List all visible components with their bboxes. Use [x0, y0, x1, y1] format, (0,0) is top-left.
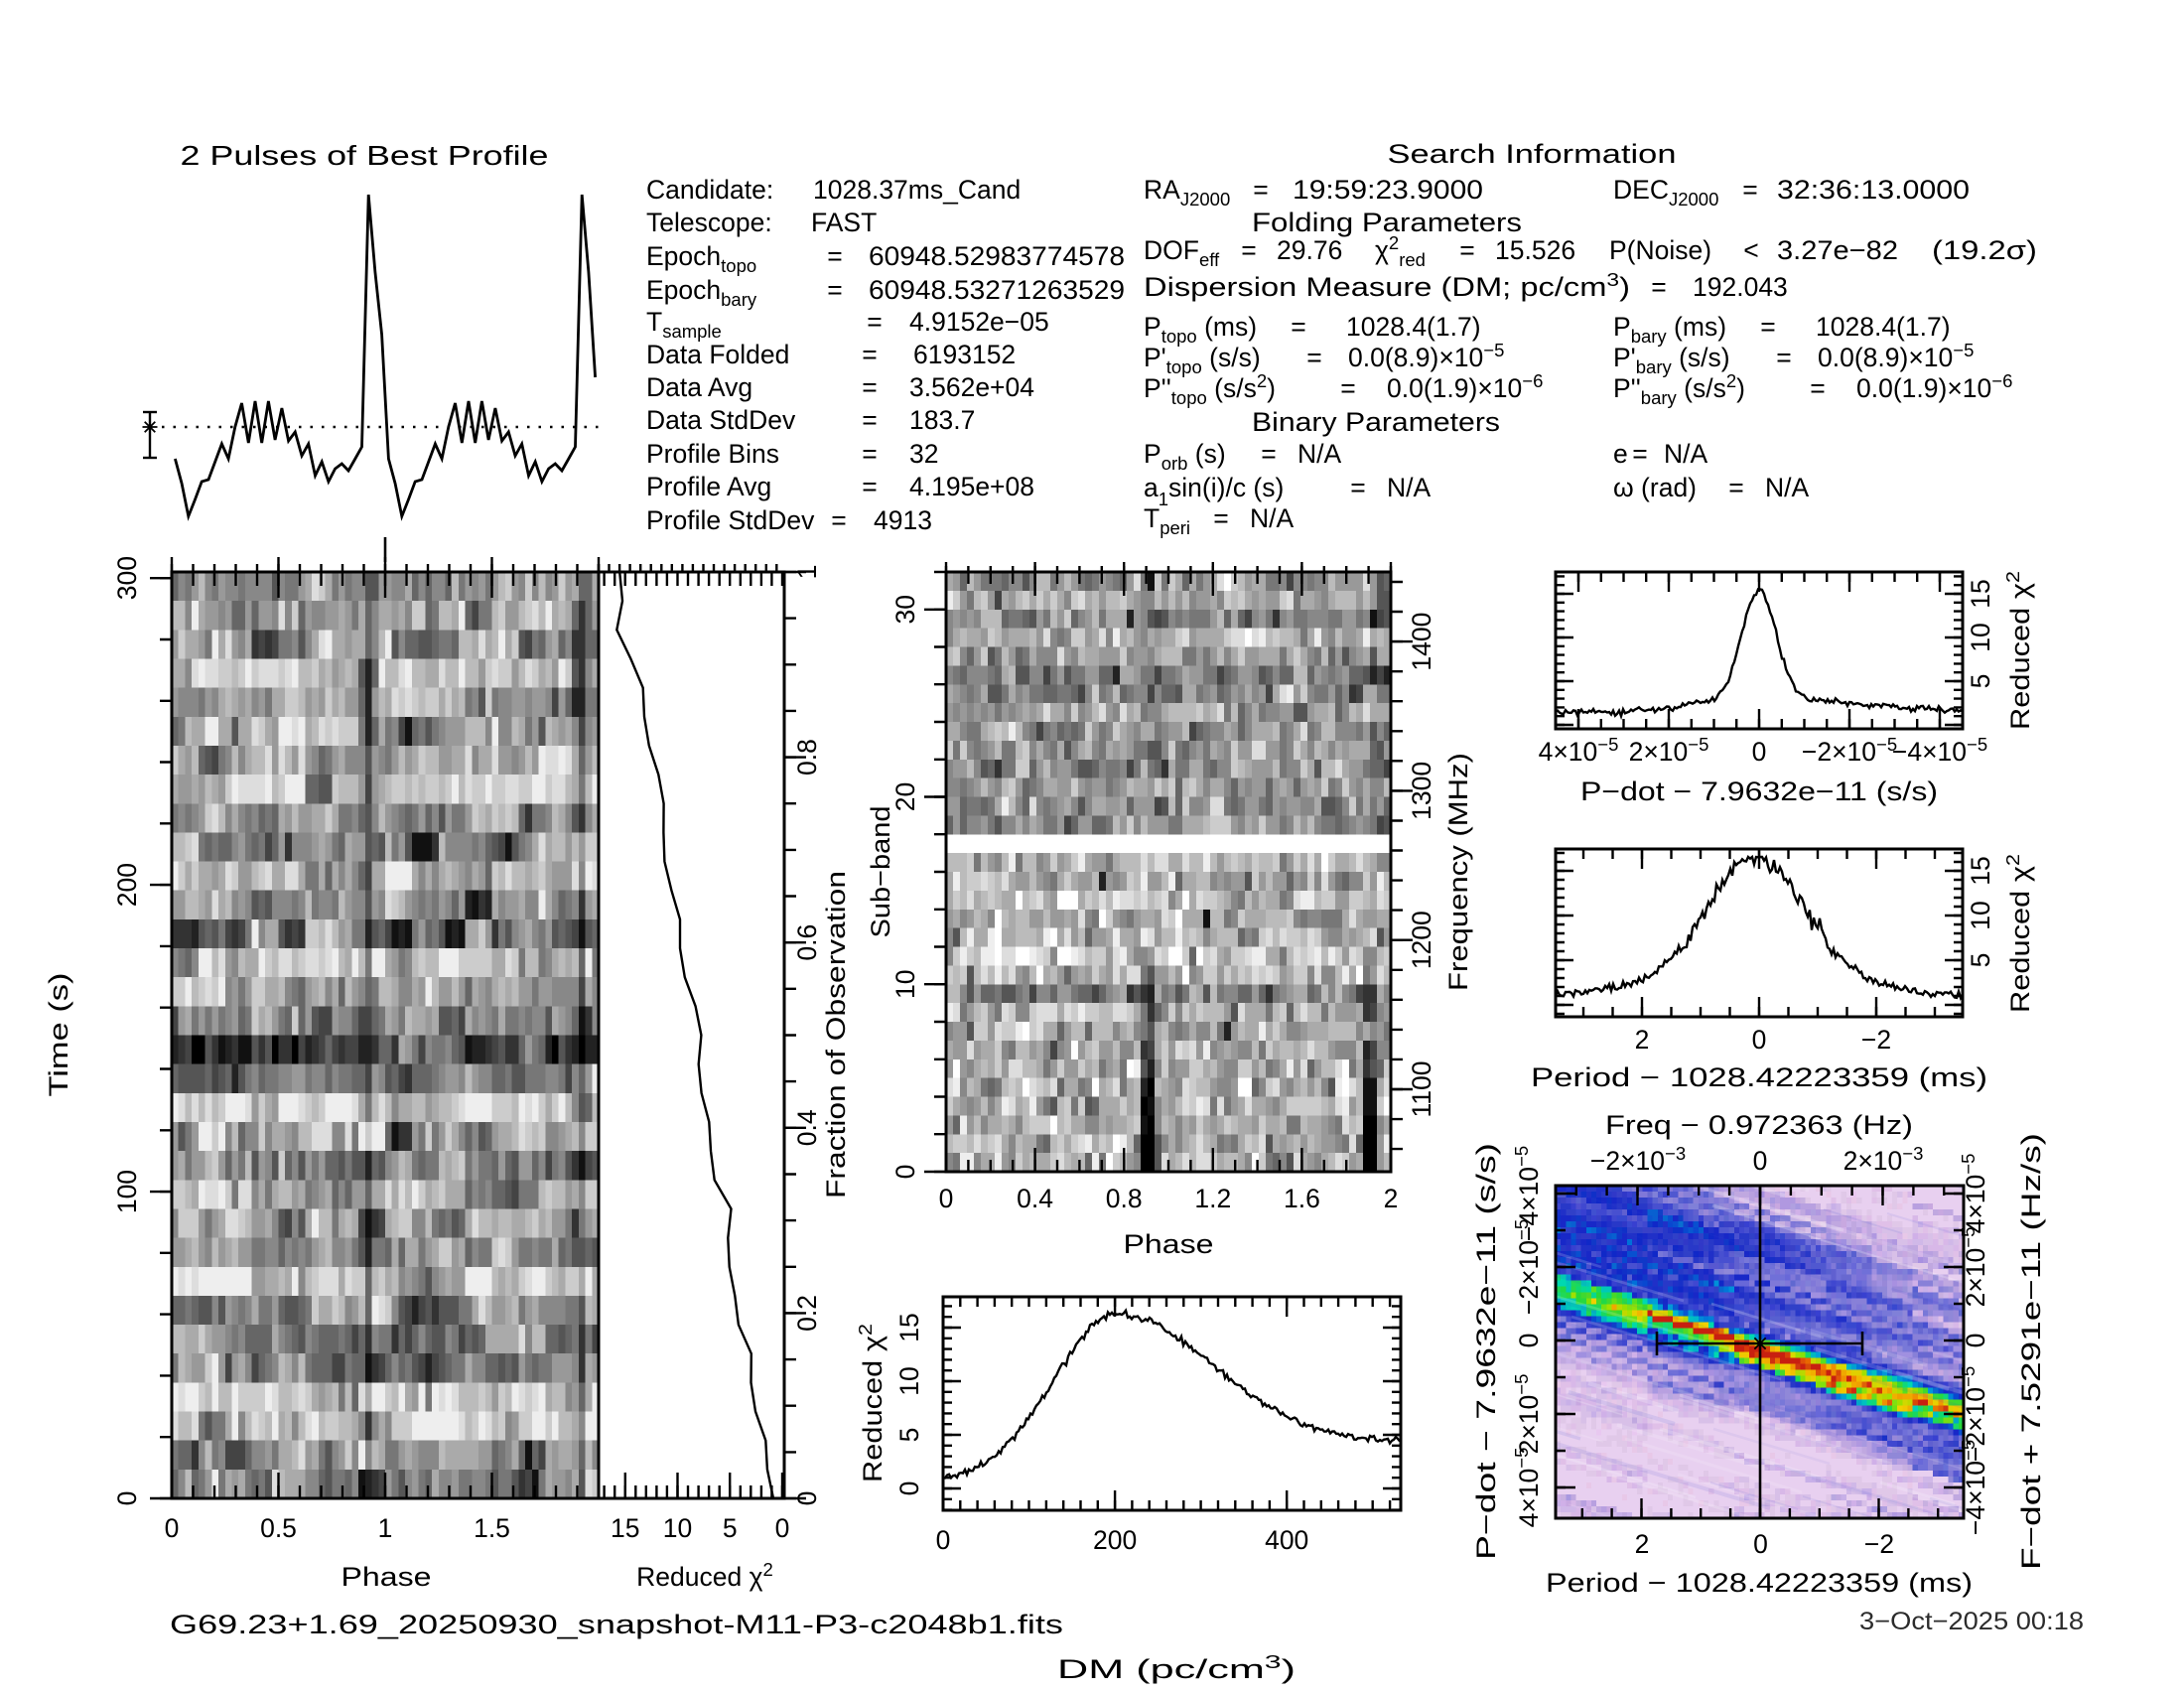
svg-text:Reduced χ2: Reduced χ2 — [636, 1559, 773, 1592]
svg-text:1.6: 1.6 — [1284, 1184, 1320, 1213]
svg-text:10: 10 — [890, 970, 920, 999]
svg-text:0.6: 0.6 — [792, 924, 822, 961]
svg-text:10: 10 — [1966, 901, 1995, 929]
svg-text:15: 15 — [1966, 856, 1995, 885]
svg-text:5: 5 — [894, 1428, 924, 1443]
svg-text:10: 10 — [894, 1366, 924, 1395]
svg-text:5: 5 — [1966, 674, 1995, 689]
svg-text:Fraction of Observation: Fraction of Observation — [821, 871, 851, 1199]
svg-text:1300: 1300 — [1407, 762, 1436, 820]
svg-text:2 Pulses of Best Profile: 2 Pulses of Best Profile — [181, 140, 549, 171]
svg-text:400: 400 — [1265, 1525, 1308, 1555]
svg-text:0.8: 0.8 — [1106, 1184, 1143, 1213]
svg-text:1.5: 1.5 — [474, 1513, 510, 1543]
svg-text:5: 5 — [723, 1513, 738, 1543]
svg-text:5: 5 — [1966, 953, 1995, 968]
svg-text:0: 0 — [939, 1184, 954, 1213]
svg-text:300: 300 — [112, 556, 142, 600]
svg-text:1: 1 — [792, 565, 822, 580]
svg-text:30: 30 — [890, 595, 920, 624]
svg-text:0.2: 0.2 — [792, 1295, 822, 1332]
svg-text:Reduced χ2: Reduced χ2 — [2002, 854, 2035, 1013]
svg-text:1: 1 — [378, 1513, 393, 1543]
svg-text:Reduced χ2: Reduced χ2 — [855, 1324, 887, 1482]
svg-text:15: 15 — [611, 1513, 639, 1543]
svg-text:0: 0 — [1752, 737, 1767, 767]
svg-text:0.4: 0.4 — [1017, 1184, 1053, 1213]
svg-text:0: 0 — [165, 1513, 180, 1543]
svg-text:15: 15 — [1966, 579, 1995, 608]
svg-text:10: 10 — [1966, 623, 1995, 651]
svg-text:100: 100 — [112, 1170, 142, 1213]
svg-text:0: 0 — [792, 1491, 822, 1506]
svg-text:0: 0 — [894, 1481, 924, 1496]
svg-text:200: 200 — [112, 863, 142, 907]
svg-text:Sub−band: Sub−band — [866, 806, 895, 938]
svg-text:1400: 1400 — [1407, 613, 1436, 671]
svg-text:DM (pc/cm3​): DM (pc/cm3​) — [1057, 1651, 1296, 1684]
svg-text:10: 10 — [663, 1513, 692, 1543]
svg-text:Time (s): Time (s) — [44, 973, 73, 1097]
svg-text:Period − 1028.42223359 (ms): Period − 1028.42223359 (ms) — [1531, 1062, 1987, 1092]
svg-text:1200: 1200 — [1407, 911, 1436, 969]
svg-text:Frequency (MHz): Frequency (MHz) — [1443, 753, 1473, 991]
svg-text:2: 2 — [1384, 1184, 1399, 1213]
svg-text:2: 2 — [1635, 1025, 1650, 1055]
svg-text:−2: −2 — [1861, 1025, 1891, 1055]
svg-text:0: 0 — [775, 1513, 790, 1543]
svg-text:0: 0 — [936, 1525, 951, 1555]
svg-text:Phase: Phase — [1124, 1229, 1214, 1259]
svg-text:1100: 1100 — [1407, 1061, 1436, 1118]
svg-text:0: 0 — [112, 1491, 142, 1506]
svg-text:0: 0 — [1752, 1025, 1767, 1055]
svg-text:1.2: 1.2 — [1194, 1184, 1231, 1213]
svg-text:P−dot − 7.9632e−11 (s/s): P−dot − 7.9632e−11 (s/s) — [1580, 776, 1938, 806]
svg-text:0.5: 0.5 — [260, 1513, 297, 1543]
svg-text:Phase: Phase — [341, 1562, 432, 1592]
svg-text:200: 200 — [1093, 1525, 1137, 1555]
svg-text:15: 15 — [894, 1313, 924, 1341]
svg-text:0.4: 0.4 — [792, 1109, 822, 1146]
svg-text:Reduced χ2: Reduced χ2 — [2002, 571, 2035, 730]
svg-text:0.8: 0.8 — [792, 739, 822, 776]
svg-text:0: 0 — [890, 1165, 920, 1180]
